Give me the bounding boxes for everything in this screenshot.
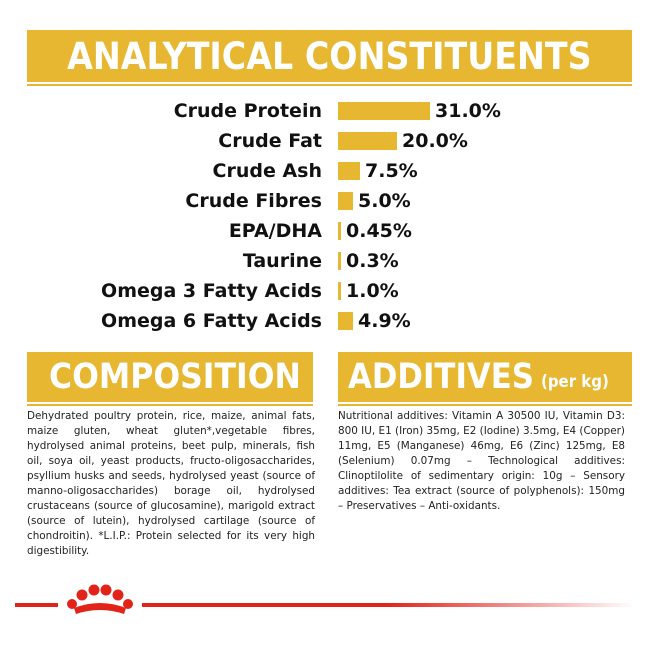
composition-banner: COMPOSITION xyxy=(27,352,313,402)
constituent-row: Omega 6 Fatty Acids 4.9% xyxy=(0,306,650,336)
constituent-value: 0.45% xyxy=(346,220,412,242)
constituent-bar xyxy=(338,312,353,330)
constituent-row: EPA/DHA 0.45% xyxy=(0,216,650,246)
constituent-label: Omega 3 Fatty Acids xyxy=(101,280,322,302)
constituent-bar xyxy=(338,222,341,240)
constituent-row: Taurine 0.3% xyxy=(0,246,650,276)
constituent-label: Crude Fat xyxy=(218,130,322,152)
royal-canin-crown-icon xyxy=(58,584,142,614)
constituent-bar xyxy=(338,102,430,120)
analytical-constituents-banner: ANALYTICAL CONSTITUENTS xyxy=(27,30,632,82)
constituent-bar xyxy=(338,252,341,270)
additives-divider xyxy=(338,404,632,406)
additives-title: ADDITIVES xyxy=(348,357,534,397)
constituent-label: EPA/DHA xyxy=(228,220,322,242)
constituent-row: Crude Fat 20.0% xyxy=(0,126,650,156)
analytical-divider xyxy=(27,84,632,86)
constituent-label: Taurine xyxy=(242,250,322,272)
additives-title-wrap: ADDITIVES (per kg) xyxy=(348,357,609,397)
footer-red-line xyxy=(15,603,635,607)
constituent-value: 4.9% xyxy=(358,310,411,332)
additives-banner: ADDITIVES (per kg) xyxy=(338,352,632,402)
constituent-bar xyxy=(338,132,397,150)
constituent-bar xyxy=(338,192,353,210)
constituent-row: Omega 3 Fatty Acids 1.0% xyxy=(0,276,650,306)
constituent-row: Crude Fibres 5.0% xyxy=(0,186,650,216)
constituent-label: Crude Protein xyxy=(173,100,322,122)
constituent-value: 0.3% xyxy=(346,250,399,272)
constituent-bar xyxy=(338,162,360,180)
composition-divider xyxy=(27,404,313,406)
composition-text: Dehydrated poultry protein, rice, maize,… xyxy=(27,410,315,557)
constituent-row: Crude Ash 7.5% xyxy=(0,156,650,186)
constituent-value: 20.0% xyxy=(402,130,468,152)
constituent-value: 1.0% xyxy=(346,280,399,302)
constituent-bar xyxy=(338,282,341,300)
constituent-row: Crude Protein 31.0% xyxy=(0,96,650,126)
constituent-value: 7.5% xyxy=(365,160,418,182)
additives-text: Nutritional additives: Vitamin A 30500 I… xyxy=(338,410,625,512)
additives-subtitle: (per kg) xyxy=(541,372,609,392)
constituent-label: Omega 6 Fatty Acids xyxy=(101,310,322,332)
composition-title: COMPOSITION xyxy=(49,357,301,397)
constituent-label: Crude Fibres xyxy=(185,190,322,212)
constituent-label: Crude Ash xyxy=(212,160,322,182)
analytical-constituents-title: ANALYTICAL CONSTITUENTS xyxy=(67,34,592,78)
constituent-value: 31.0% xyxy=(435,100,501,122)
constituent-value: 5.0% xyxy=(358,190,411,212)
